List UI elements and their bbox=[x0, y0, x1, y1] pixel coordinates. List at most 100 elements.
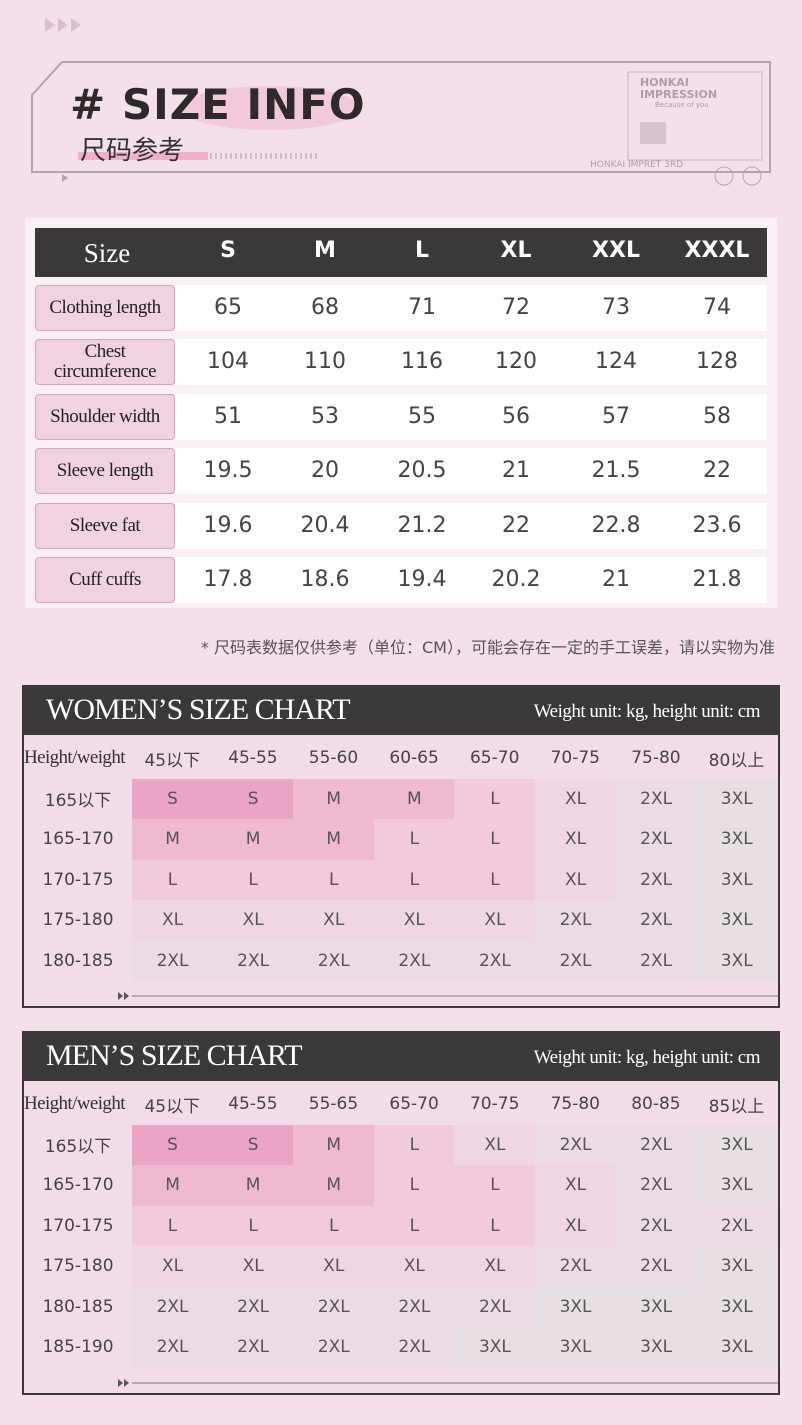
weight-header: 85以上 bbox=[708, 1096, 765, 1117]
size-cell: M bbox=[373, 778, 455, 819]
size-cell: 2XL bbox=[132, 1286, 214, 1327]
weight-header: 65-70 bbox=[469, 748, 520, 768]
logo-text: Because of you bbox=[655, 101, 709, 109]
size-cell: XL bbox=[132, 900, 214, 941]
size-cell: L bbox=[454, 859, 536, 900]
logo-text: HONKAI IMPRET 3RD bbox=[590, 160, 684, 170]
cell-value: 21 bbox=[602, 567, 630, 592]
height-label: 170-175 bbox=[42, 869, 114, 890]
weight-header: 65-70 bbox=[389, 1094, 439, 1114]
size-cell: 2XL bbox=[535, 1124, 617, 1165]
size-cell: S bbox=[212, 1124, 294, 1165]
cell-value: 20 bbox=[311, 458, 339, 484]
weight-header: 45-55 bbox=[228, 748, 278, 768]
size-cell: XL bbox=[535, 1205, 617, 1246]
cell-value: 124 bbox=[595, 349, 637, 375]
chart-unit: Weight unit: kg, height unit: cm bbox=[533, 701, 761, 722]
chart-unit: Weight unit: kg, height unit: cm bbox=[533, 1047, 761, 1068]
row-label: Chest circumference bbox=[35, 339, 175, 386]
row-label: Sleeve fat bbox=[35, 502, 175, 549]
height-label: 165-170 bbox=[42, 829, 114, 849]
size-cell: L bbox=[132, 1205, 214, 1246]
cell-value: 19.5 bbox=[203, 458, 253, 484]
chart-title: WOMEN’S SIZE CHART bbox=[46, 693, 351, 726]
size-cell: L bbox=[373, 1124, 455, 1165]
size-cell: 2XL bbox=[293, 940, 375, 981]
size-cell: XL bbox=[535, 1165, 617, 1206]
row-background bbox=[175, 502, 767, 549]
logo-text: IMPRESSION bbox=[640, 88, 718, 101]
size-cell: 2XL bbox=[615, 1205, 697, 1246]
weight-header: 80以上 bbox=[708, 750, 765, 771]
size-cell: 2XL bbox=[615, 859, 697, 900]
size-cell: M bbox=[212, 819, 294, 860]
weight-header: 55-65 bbox=[308, 1094, 359, 1114]
height-label: 175-180 bbox=[42, 1256, 114, 1276]
size-cell: M bbox=[293, 1124, 375, 1165]
size-cell: XL bbox=[535, 859, 617, 900]
size-chart: WOMEN’S SIZE CHART Weight unit: kg, heigh… bbox=[22, 685, 780, 1008]
header-size: M bbox=[314, 238, 336, 263]
height-label: 165-170 bbox=[42, 1175, 114, 1195]
cell-value: 57 bbox=[602, 403, 630, 429]
size-cell: 2XL bbox=[212, 1327, 294, 1368]
weight-header: 75-80 bbox=[550, 1094, 600, 1114]
size-cell: XL bbox=[212, 1246, 294, 1287]
size-cell: 3XL bbox=[696, 819, 778, 860]
size-cell: L bbox=[454, 778, 536, 819]
size-cell: L bbox=[212, 1205, 294, 1246]
size-cell: M bbox=[132, 1165, 214, 1206]
size-cell: L bbox=[373, 1205, 455, 1246]
size-cell: L bbox=[373, 819, 455, 860]
height-label: 165以下 bbox=[44, 1137, 112, 1157]
cell-value: 22 bbox=[502, 512, 530, 538]
cell-value: 73 bbox=[602, 295, 630, 320]
cell-value: 21.5 bbox=[591, 458, 641, 484]
size-cell: 3XL bbox=[696, 940, 778, 981]
chart-header-bar bbox=[22, 685, 780, 735]
size-cell: L bbox=[373, 1165, 455, 1206]
header-size: S bbox=[220, 238, 236, 263]
size-cell: XL bbox=[373, 900, 455, 941]
row-background bbox=[175, 557, 767, 603]
height-label: 175-180 bbox=[42, 910, 114, 930]
weight-header: 80-85 bbox=[631, 1094, 681, 1114]
size-cell: L bbox=[373, 859, 455, 900]
size-cell: 2XL bbox=[373, 940, 455, 981]
size-cell: 2XL bbox=[615, 900, 697, 941]
size-cell: 3XL bbox=[696, 778, 778, 819]
row-background bbox=[175, 339, 767, 386]
size-cell: M bbox=[293, 778, 375, 819]
cell-value: 20.2 bbox=[491, 567, 541, 592]
size-cell: 3XL bbox=[454, 1327, 536, 1368]
row-label: Cuff cuffs bbox=[35, 557, 175, 603]
size-cell: XL bbox=[293, 900, 375, 941]
corner-label: Height/weight bbox=[24, 747, 126, 768]
size-cell: 3XL bbox=[696, 1165, 778, 1206]
cell-value: 19.6 bbox=[203, 512, 253, 538]
row-label: Sleeve length bbox=[35, 448, 175, 495]
note: * 尺码表数据仅供参考（单位：CM），可能会存在一定的手工误差，请以实物为准 bbox=[200, 638, 775, 657]
size-cell: 2XL bbox=[615, 819, 697, 860]
header-label: Size bbox=[83, 238, 131, 268]
cell-value: 65 bbox=[214, 295, 242, 320]
size-cell: L bbox=[132, 859, 214, 900]
row-background bbox=[175, 393, 767, 440]
cell-value: 22.8 bbox=[591, 512, 641, 538]
size-cell: 2XL bbox=[615, 778, 697, 819]
size-cell: XL bbox=[212, 900, 294, 941]
cell-value: 17.8 bbox=[203, 567, 253, 592]
size-cell: 2XL bbox=[293, 1327, 375, 1368]
cell-value: 22 bbox=[703, 458, 731, 484]
weight-header: 45以下 bbox=[144, 750, 201, 771]
size-cell: XL bbox=[454, 1246, 536, 1287]
cell-value: 20.4 bbox=[300, 512, 350, 538]
cell-value: 71 bbox=[408, 295, 436, 320]
weight-header: 60-65 bbox=[389, 748, 439, 768]
size-cell: 2XL bbox=[212, 940, 294, 981]
chart-title: MEN’S SIZE CHART bbox=[46, 1039, 303, 1072]
weight-header: 70-75 bbox=[469, 1094, 520, 1114]
size-cell: 2XL bbox=[373, 1327, 455, 1368]
size-cell: 2XL bbox=[535, 1246, 617, 1287]
